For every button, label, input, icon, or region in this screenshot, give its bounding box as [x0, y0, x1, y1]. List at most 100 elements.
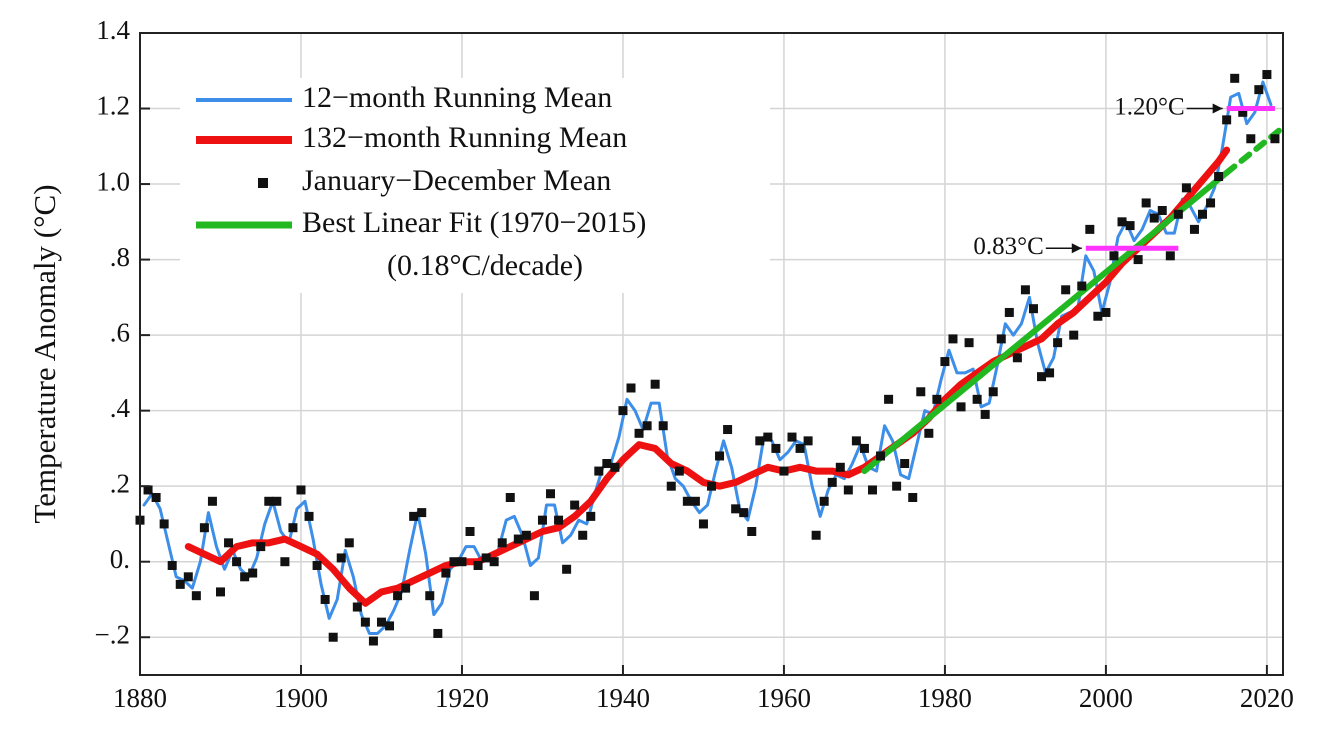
data-point — [207, 496, 217, 506]
data-point — [167, 560, 177, 570]
annotation-label: 1.20°C — [1114, 93, 1184, 120]
data-point — [1181, 183, 1191, 193]
data-point — [224, 538, 234, 548]
data-point — [296, 485, 306, 495]
data-point — [771, 443, 781, 453]
data-point — [280, 557, 290, 567]
data-point — [1206, 198, 1216, 208]
data-point — [1262, 70, 1272, 80]
data-point — [215, 587, 225, 597]
data-point — [779, 466, 789, 476]
data-point — [312, 560, 322, 570]
data-point — [642, 421, 652, 431]
annotation-arrowhead — [1071, 243, 1082, 254]
data-point — [272, 496, 282, 506]
data-point — [586, 511, 596, 521]
data-point — [674, 466, 684, 476]
data-point — [900, 459, 910, 469]
data-point — [505, 493, 515, 503]
data-point — [441, 568, 451, 578]
data-point — [1012, 353, 1022, 363]
data-point — [1254, 85, 1264, 95]
data-point — [1214, 172, 1224, 182]
data-point — [835, 462, 845, 472]
data-point — [513, 534, 523, 544]
x-tick-label: 2000 — [1079, 683, 1133, 713]
axes: 1.4 1.2 1.0 .8 .6 .4 .2 0. −.2 1880 1900 1920 1940 19… — [95, 15, 1294, 713]
data-point — [1165, 251, 1175, 261]
data-point — [352, 602, 362, 612]
data-point — [393, 591, 403, 601]
x-tick-label: 1940 — [596, 683, 650, 713]
data-point — [360, 617, 370, 627]
y-tick-label: .4 — [110, 393, 131, 423]
data-point — [183, 572, 193, 582]
data-point — [803, 436, 813, 446]
data-point — [851, 436, 861, 446]
data-point — [304, 511, 314, 521]
data-point — [240, 572, 250, 582]
data-point — [908, 493, 918, 503]
data-point — [199, 523, 209, 533]
legend-label: 12−month Running Mean — [302, 81, 612, 114]
data-point — [610, 462, 620, 472]
data-point — [143, 485, 153, 495]
data-point — [401, 583, 411, 593]
y-tick-label: 0. — [110, 544, 130, 574]
data-point — [385, 621, 395, 631]
data-point — [175, 579, 185, 589]
data-point — [232, 557, 242, 567]
data-point — [988, 387, 998, 397]
data-point — [618, 406, 628, 416]
legend-note: (0.18°C/decade) — [387, 249, 583, 282]
data-point — [747, 526, 757, 536]
data-point — [819, 496, 829, 506]
series-line — [142, 80, 1273, 635]
data-point — [1189, 224, 1199, 234]
data-point — [723, 425, 733, 435]
data-point — [417, 508, 427, 518]
data-point — [425, 591, 435, 601]
data-point — [256, 542, 266, 552]
legend-marker — [258, 178, 268, 188]
y-tick-label: .6 — [110, 317, 130, 347]
data-point — [666, 481, 676, 491]
data-point — [795, 443, 805, 453]
data-point — [1222, 115, 1232, 125]
data-point — [1125, 221, 1135, 231]
data-point — [570, 500, 580, 510]
data-point — [1173, 209, 1183, 219]
data-point — [449, 557, 459, 567]
data-point — [457, 557, 467, 567]
data-point — [1141, 198, 1151, 208]
data-point — [554, 515, 564, 525]
data-point — [626, 383, 636, 393]
data-point — [151, 493, 161, 503]
data-point — [336, 553, 346, 563]
data-point — [1077, 281, 1087, 291]
x-tick-label: 1880 — [113, 683, 167, 713]
data-point — [562, 564, 572, 574]
data-point — [980, 409, 990, 419]
data-point — [191, 591, 201, 601]
legend-box — [180, 78, 770, 293]
data-point — [932, 394, 942, 404]
data-point — [1085, 224, 1095, 234]
data-point — [1004, 307, 1014, 317]
data-point — [964, 338, 974, 348]
data-point — [1198, 209, 1208, 219]
data-point — [867, 485, 877, 495]
data-point — [884, 394, 894, 404]
data-point — [537, 515, 547, 525]
legend-label: January−December Mean — [302, 164, 611, 197]
legend-label: Best Linear Fit (1970−2015) — [302, 206, 646, 239]
data-point — [1270, 134, 1280, 144]
series-line — [861, 169, 1230, 475]
data-point — [1028, 304, 1038, 314]
data-point — [956, 402, 966, 412]
data-point — [763, 432, 773, 442]
legend-label: 132−month Running Mean — [302, 121, 627, 154]
data-point — [489, 557, 499, 567]
y-axis-label: Temperature Anomaly (°C) — [27, 184, 62, 523]
annotation-arrowhead — [1212, 103, 1223, 114]
